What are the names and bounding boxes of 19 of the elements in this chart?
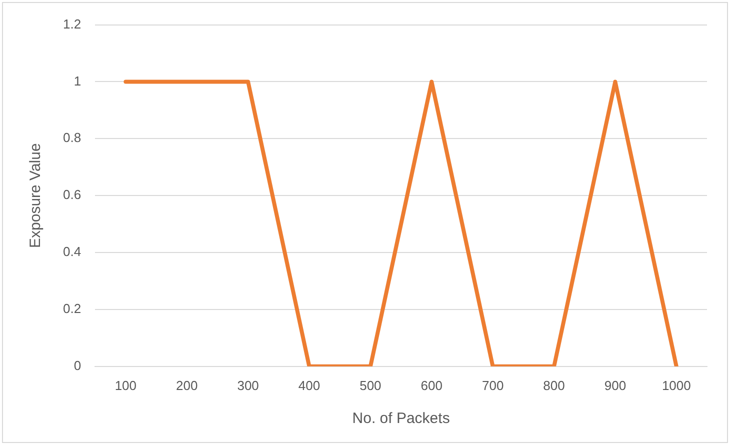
y-tick-label: 0.2 (62, 301, 82, 316)
y-axis-title: Exposure Value (27, 143, 44, 248)
y-tick-label: 0.4 (62, 244, 82, 260)
x-tick-label: 800 (543, 378, 565, 393)
x-tick-label: 1000 (662, 378, 691, 393)
x-tick-label: 300 (237, 378, 259, 393)
x-tick-label: 900 (604, 378, 626, 393)
x-tick-label: 400 (298, 378, 320, 393)
y-tick-label: 0.6 (62, 187, 82, 202)
y-tick-label: 1 (74, 73, 82, 88)
y-tick-label: 0.8 (62, 130, 82, 146)
x-tick-label: 600 (420, 378, 442, 393)
x-tick-label: 700 (482, 378, 504, 393)
x-axis-title: No. of Packets (352, 410, 450, 428)
y-tick-label: 1.2 (62, 16, 82, 32)
y-tick-label: 0 (74, 358, 82, 373)
x-tick-label: 100 (114, 378, 137, 393)
x-tick-label: 200 (176, 378, 198, 393)
x-tick-label: 500 (360, 378, 382, 393)
